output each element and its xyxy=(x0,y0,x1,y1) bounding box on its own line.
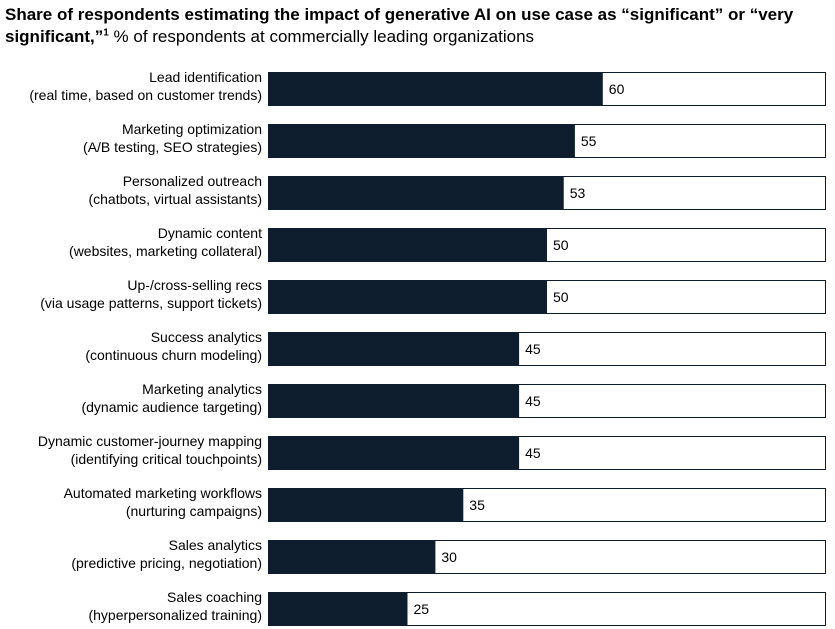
category-sublabel: (dynamic audience targeting) xyxy=(81,399,262,415)
data-label: 25 xyxy=(414,601,430,617)
category-label: Personalized outreach xyxy=(123,173,262,189)
bar xyxy=(268,488,464,522)
category-label: Automated marketing workflows xyxy=(64,485,262,501)
category-sublabel: (identifying critical touchpoints) xyxy=(71,451,262,467)
bar-row: 55 Marketing optimization (A/B testing, SE… xyxy=(83,121,826,158)
bar xyxy=(268,592,408,626)
category-sublabel: (continuous churn modeling) xyxy=(85,347,262,363)
category-sublabel: (hyperpersonalized training) xyxy=(88,607,262,623)
data-label: 50 xyxy=(553,289,569,305)
category-label: Marketing optimization xyxy=(122,121,262,137)
bar-row: 50 Up-/cross-selling recs (via usage patte… xyxy=(40,277,826,314)
chart-title-block: Share of respondents estimating the impa… xyxy=(5,4,830,48)
bar-row: 45 Dynamic customer-journey mapping (ident… xyxy=(38,433,826,470)
category-label: Success analytics xyxy=(151,329,262,345)
category-label: Sales analytics xyxy=(169,537,262,553)
category-label: Sales coaching xyxy=(167,589,262,605)
category-sublabel: (via usage patterns, support tickets) xyxy=(40,295,262,311)
data-label: 45 xyxy=(525,341,541,357)
chart-title: Share of respondents estimating the impa… xyxy=(5,5,794,46)
bar-row: 60 Lead identification (real time, based o… xyxy=(29,69,826,106)
bar xyxy=(268,280,547,314)
bar-row: 25 Sales coaching (hyperpersonalized train… xyxy=(88,589,826,626)
bar xyxy=(268,124,575,158)
bar xyxy=(268,332,520,366)
bar-row: 45 Success analytics (continuous churn mod… xyxy=(85,329,826,366)
data-label: 60 xyxy=(609,81,625,97)
category-label: Marketing analytics xyxy=(142,381,262,397)
bar xyxy=(268,72,603,106)
category-sublabel: (nurturing campaigns) xyxy=(126,503,262,519)
bar xyxy=(268,176,564,210)
bar xyxy=(268,384,520,418)
category-sublabel: (predictive pricing, negotiation) xyxy=(71,555,262,571)
category-sublabel: (real time, based on customer trends) xyxy=(29,87,262,103)
data-label: 45 xyxy=(525,393,541,409)
category-sublabel: (websites, marketing collateral) xyxy=(69,243,262,259)
data-label: 53 xyxy=(570,185,586,201)
category-label: Lead identification xyxy=(149,69,262,85)
bar-row: 50 Dynamic content (websites, marketing co… xyxy=(69,225,826,262)
bar xyxy=(268,436,520,470)
title-footnote-marker: 1 xyxy=(103,27,109,39)
category-sublabel: (chatbots, virtual assistants) xyxy=(88,191,262,207)
bar-row: 35 Automated marketing workflows (nurturin… xyxy=(64,485,826,522)
category-label: Dynamic customer-journey mapping xyxy=(38,433,262,449)
data-label: 55 xyxy=(581,133,597,149)
chart-subtitle: % of respondents at commercially leading… xyxy=(113,27,535,46)
category-sublabel: (A/B testing, SEO strategies) xyxy=(83,139,262,155)
bar-row: 53 Personalized outreach (chatbots, virtua… xyxy=(88,173,826,210)
bar-row: 45 Marketing analytics (dynamic audience t… xyxy=(81,381,826,418)
category-label: Dynamic content xyxy=(158,225,262,241)
category-label: Up-/cross-selling recs xyxy=(127,277,262,293)
data-label: 35 xyxy=(469,497,485,513)
data-label: 45 xyxy=(525,445,541,461)
data-label: 30 xyxy=(441,549,457,565)
bar-row: 30 Sales analytics (predictive pricing, ne… xyxy=(71,537,826,574)
bar xyxy=(268,540,436,574)
bar xyxy=(268,228,547,262)
data-label: 50 xyxy=(553,237,569,253)
